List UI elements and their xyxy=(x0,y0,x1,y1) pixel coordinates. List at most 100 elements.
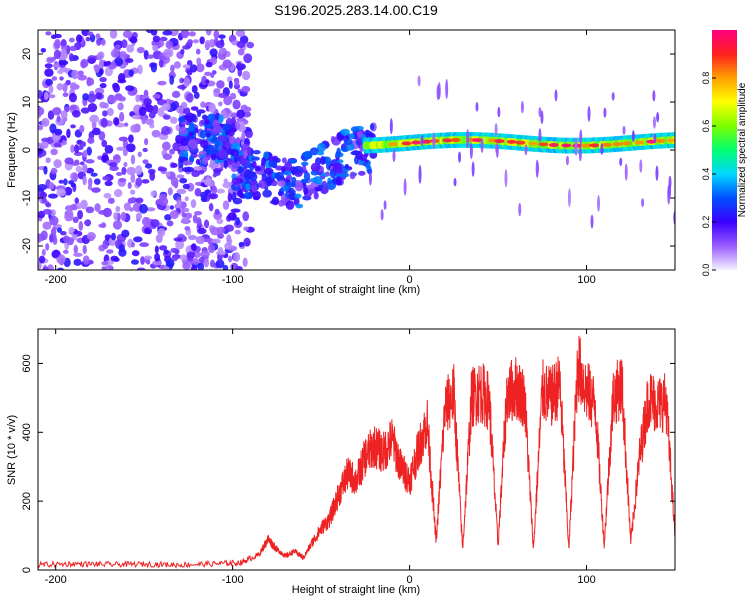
spectrogram-cell xyxy=(137,64,143,75)
spectrogram-cell xyxy=(179,254,188,261)
spectrogram-cell xyxy=(301,161,309,167)
spectrogram-cell xyxy=(42,208,52,215)
spectrogram-cell xyxy=(157,167,168,172)
spectrogram-cell xyxy=(144,138,149,146)
spectrogram-cell xyxy=(109,165,119,171)
spectrogram-cell xyxy=(293,165,304,174)
spectrogram-cell xyxy=(332,162,343,173)
spectrogram-cell xyxy=(344,164,349,170)
spectrogram-cell xyxy=(135,212,143,221)
spectrogram-cell xyxy=(170,64,175,73)
spectrogram-cell xyxy=(48,84,54,94)
spectrogram-cell xyxy=(41,197,47,204)
spectrogram-cell xyxy=(240,38,249,44)
spectrogram-cell xyxy=(538,128,542,143)
snr-y-tick-label: 600 xyxy=(21,354,33,372)
spectrogram-cell xyxy=(62,249,69,254)
spectrogram-cell xyxy=(130,241,135,248)
spectrogram-cell xyxy=(436,84,440,101)
spectrogram-cell xyxy=(159,245,168,251)
spectrogram-cell xyxy=(538,107,542,118)
spectrogram-cell xyxy=(235,217,241,226)
spectrogram-cell xyxy=(246,41,255,49)
spectrogram-cell xyxy=(53,249,60,258)
spectrogram-cell xyxy=(403,178,407,196)
spectrogram-cell xyxy=(601,142,612,147)
spectrogram-cell xyxy=(179,177,188,184)
spectrogram-cell xyxy=(104,264,114,270)
spectrogram-cell xyxy=(369,123,375,131)
spectrogram-cell xyxy=(600,142,604,155)
spectrogram-cell xyxy=(561,143,572,148)
spectrogram-cell xyxy=(301,164,307,173)
spectrogram-cell xyxy=(209,48,218,57)
spectrogram-cell xyxy=(150,190,157,197)
spectrogram-cell xyxy=(232,99,241,110)
spectrogram-cell xyxy=(46,57,55,64)
spectrogram-cell xyxy=(251,156,260,161)
spectrogram-cell xyxy=(157,228,166,237)
spectrogram-cell xyxy=(184,196,189,202)
spectrogram-cell xyxy=(171,90,181,99)
spectrogram-cell xyxy=(176,188,187,195)
spectrogram-cell xyxy=(157,107,165,117)
snr-panel: -200 -100 0 100 0 200 400 600 Height of straig… xyxy=(6,328,676,596)
spectrogram-cell xyxy=(178,116,186,123)
spectrogram-cell xyxy=(113,117,120,126)
spectrogram-cell xyxy=(38,124,44,131)
spectrogram-cell xyxy=(102,110,108,117)
spectrogram-cell xyxy=(213,168,222,174)
spectrogram-cell xyxy=(107,94,117,104)
spectrogram-y-tick-label: -20 xyxy=(21,238,33,254)
spectrogram-cell xyxy=(224,242,232,250)
snr-x-tick-label: -100 xyxy=(222,574,244,586)
spectrogram-cell xyxy=(117,102,124,111)
spectrogram-cell xyxy=(42,266,49,270)
spectrogram-cell xyxy=(387,142,398,147)
spectrogram-cell xyxy=(538,142,549,147)
spectrogram-cell xyxy=(261,174,268,182)
spectrogram-cell xyxy=(109,30,118,39)
spectrogram-cell xyxy=(212,173,217,178)
spectrogram-cell xyxy=(243,149,248,159)
spectrogram-cell xyxy=(73,258,82,266)
spectrogram-cell xyxy=(190,199,197,209)
spectrogram-cell xyxy=(192,39,199,44)
spectrogram-cell xyxy=(165,171,171,177)
spectrogram-cell xyxy=(65,79,71,86)
spectrogram-cell xyxy=(39,191,48,199)
spectrogram-cell xyxy=(641,198,645,208)
spectrogram-cell xyxy=(204,71,212,76)
spectrogram-cell xyxy=(603,107,607,118)
spectrogram-cell xyxy=(52,236,58,245)
spectrogram-cell xyxy=(64,205,75,212)
spectrogram-cell xyxy=(241,131,246,140)
spectrogram-cell xyxy=(655,165,659,181)
spectrogram-cell xyxy=(81,30,90,37)
spectrogram-cell xyxy=(242,70,251,81)
spectrogram-cell xyxy=(204,119,210,126)
spectrogram-cell xyxy=(176,106,184,114)
spectrogram-cell xyxy=(237,48,245,56)
spectrogram-cell xyxy=(114,57,124,67)
spectrogram-cell xyxy=(286,174,293,180)
spectrogram-cell xyxy=(243,191,252,200)
spectrogram-cell xyxy=(66,209,74,219)
spectrogram-cell xyxy=(236,167,244,173)
spectrogram-cell xyxy=(73,244,78,255)
spectrogram-cell xyxy=(175,239,185,250)
snr-x-label: Height of straight line (km) xyxy=(292,584,420,596)
spectrogram-cell xyxy=(149,171,156,181)
spectrogram-cell xyxy=(38,184,48,191)
spectrogram-cell xyxy=(100,117,108,128)
spectrogram-cell xyxy=(154,245,159,254)
snr-x-tick-label: 100 xyxy=(577,574,595,586)
spectrogram-cell xyxy=(146,54,155,59)
spectrogram-cell xyxy=(152,104,159,115)
spectrogram-cell xyxy=(211,185,218,195)
spectrogram-cell xyxy=(42,221,52,230)
spectrogram-cell xyxy=(204,189,212,194)
spectrogram-cell xyxy=(79,161,85,166)
spectrogram-cell xyxy=(622,125,626,135)
